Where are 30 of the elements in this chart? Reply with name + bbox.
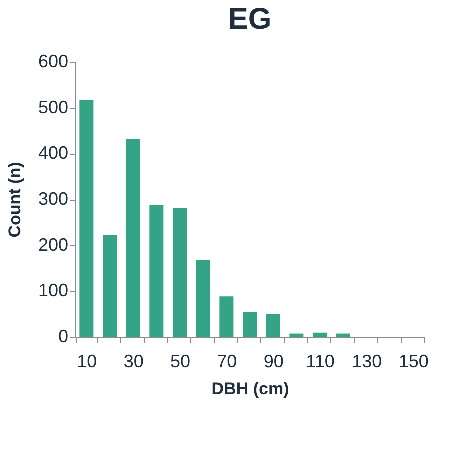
- bar: [220, 296, 234, 337]
- y-axis-title: Count (n): [5, 162, 24, 238]
- x-tick-label: 30: [124, 352, 144, 372]
- bar: [103, 235, 117, 337]
- x-tick-label: 150: [398, 352, 429, 372]
- chart-title: EG: [228, 3, 272, 36]
- y-tick-label: 600: [38, 52, 68, 72]
- y-tick-label: 400: [38, 143, 68, 164]
- y-tick-label: 200: [38, 234, 68, 255]
- x-tick-label: 10: [77, 352, 98, 372]
- bar: [290, 334, 304, 337]
- x-axis-title: DBH (cm): [212, 380, 290, 398]
- bar: [336, 334, 350, 337]
- bar: [80, 100, 94, 337]
- bar: [150, 205, 164, 337]
- x-tick-label: 130: [352, 352, 382, 372]
- y-tick-label: 300: [38, 189, 68, 209]
- y-tick-label: 500: [38, 97, 68, 118]
- y-tick-label: 100: [38, 280, 68, 301]
- bar: [313, 332, 327, 337]
- bar: [196, 260, 210, 337]
- x-tick-label: 90: [264, 352, 284, 372]
- y-tick-label: 0: [58, 326, 68, 346]
- bar: [173, 208, 187, 337]
- bar: [243, 312, 257, 337]
- x-tick-label: 70: [217, 352, 238, 372]
- bar: [266, 314, 280, 337]
- x-tick-label: 50: [170, 352, 191, 372]
- bar: [126, 139, 140, 337]
- x-tick-label: 110: [306, 352, 335, 372]
